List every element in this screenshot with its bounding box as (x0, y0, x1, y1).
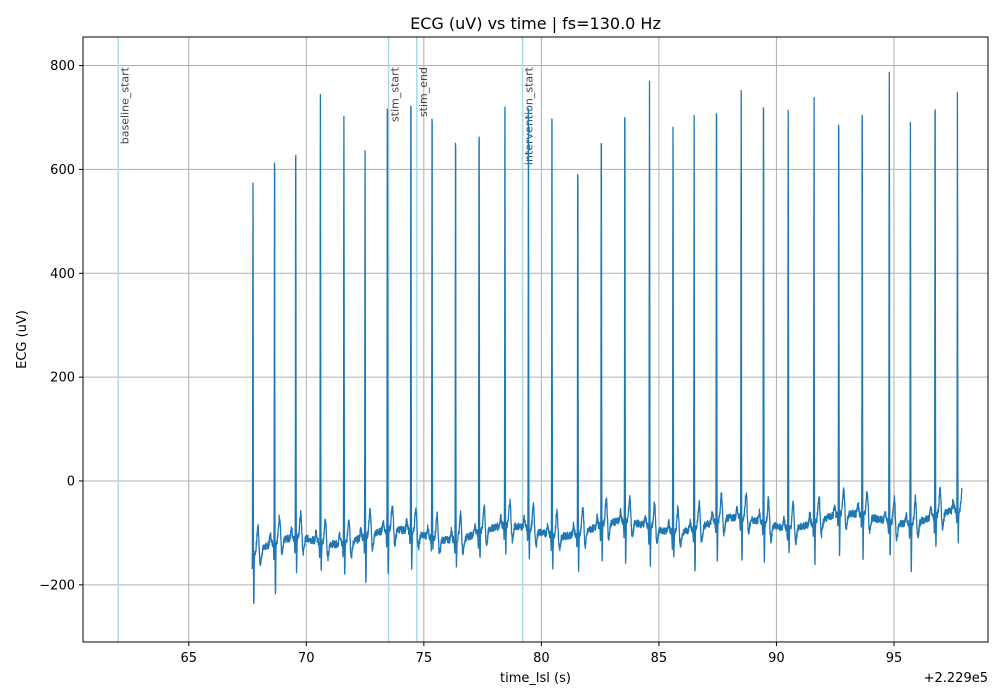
ecg-signal-line (251, 71, 963, 604)
y-tick-label: 800 (50, 59, 75, 74)
x-tick-label: 70 (298, 651, 315, 666)
x-axis-offset-label: +2.229e5 (924, 671, 988, 686)
y-tick-label: 400 (50, 267, 75, 282)
event-label-baseline-start: baseline_start (118, 66, 131, 144)
event-label-stim-end: stim_end (417, 67, 430, 117)
x-tick-label: 65 (181, 651, 198, 666)
x-tick-label: 90 (768, 651, 785, 666)
x-tick-label: 75 (416, 651, 433, 666)
x-tick-label: 85 (651, 651, 668, 666)
y-tick-label: 600 (50, 163, 75, 178)
x-tick-label: 95 (886, 651, 903, 666)
y-axis-ticks: −200 0 200 400 600 800 (39, 59, 83, 593)
x-axis-label: time_lsl (s) (500, 671, 571, 686)
chart-title: ECG (uV) vs time | fs=130.0 Hz (410, 14, 661, 33)
event-label-stim-start: stim_start (389, 66, 402, 122)
x-tick-label: 80 (533, 651, 550, 666)
y-tick-label: 0 (67, 475, 75, 490)
grid (83, 37, 988, 642)
plot-area-frame (82, 36, 989, 643)
y-tick-label: 200 (50, 371, 75, 386)
y-axis-label: ECG (uV) (15, 310, 30, 369)
x-axis-ticks: 65 70 75 80 85 90 95 (181, 642, 903, 666)
y-tick-label: −200 (39, 578, 75, 593)
